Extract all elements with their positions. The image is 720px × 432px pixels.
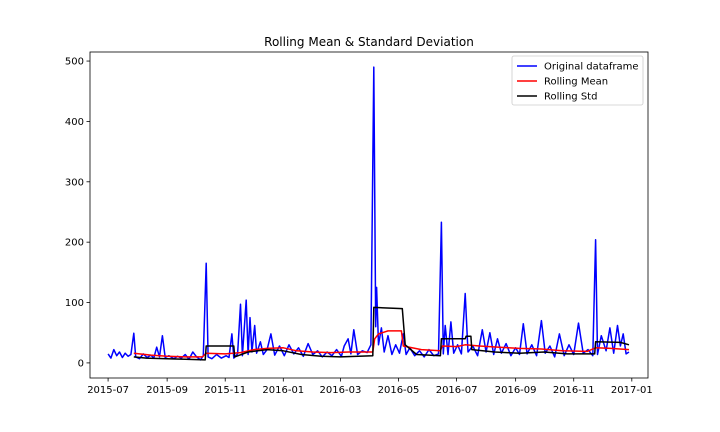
- x-tick-label: 2016-05: [378, 385, 420, 396]
- legend-label-2: Rolling Std: [544, 92, 597, 103]
- x-tick-label: 2016-09: [495, 385, 537, 396]
- plot-area: [107, 66, 630, 361]
- x-tick-label: 2016-07: [436, 385, 478, 396]
- x-tick-label: 2016-11: [553, 385, 595, 396]
- series-line-1: [133, 330, 630, 358]
- legend-label-0: Original dataframe: [544, 62, 639, 73]
- x-tick-label: 2017-01: [611, 385, 653, 396]
- x-tick-label: 2016-01: [262, 385, 304, 396]
- chart-title: Rolling Mean & Standard Deviation: [264, 35, 474, 49]
- y-tick-label: 200: [65, 238, 84, 249]
- y-tick-label: 500: [65, 57, 84, 68]
- legend: Original dataframe Rolling Mean Rolling St…: [511, 55, 644, 106]
- y-tick-label: 100: [65, 298, 84, 309]
- legend-box: [511, 55, 644, 106]
- series-line-2: [133, 306, 630, 361]
- y-tick-label: 0: [78, 358, 84, 369]
- x-tick-label: 2015-07: [87, 385, 129, 396]
- y-tick-label: 300: [65, 177, 84, 188]
- legend-label-1: Rolling Mean: [544, 77, 608, 88]
- y-tick-label: 400: [65, 117, 84, 128]
- y-axis: 0 100 200 300 400 500: [65, 57, 90, 369]
- x-tick-label: 2015-09: [146, 385, 188, 396]
- x-tick-label: 2015-11: [204, 385, 246, 396]
- x-axis: 2015-07 2015-09 2015-11 2016-01 2016-03 2016-…: [87, 378, 653, 396]
- series-line-0: [107, 66, 630, 361]
- x-tick-label: 2016-03: [320, 385, 362, 396]
- axes-frame: [89, 51, 649, 379]
